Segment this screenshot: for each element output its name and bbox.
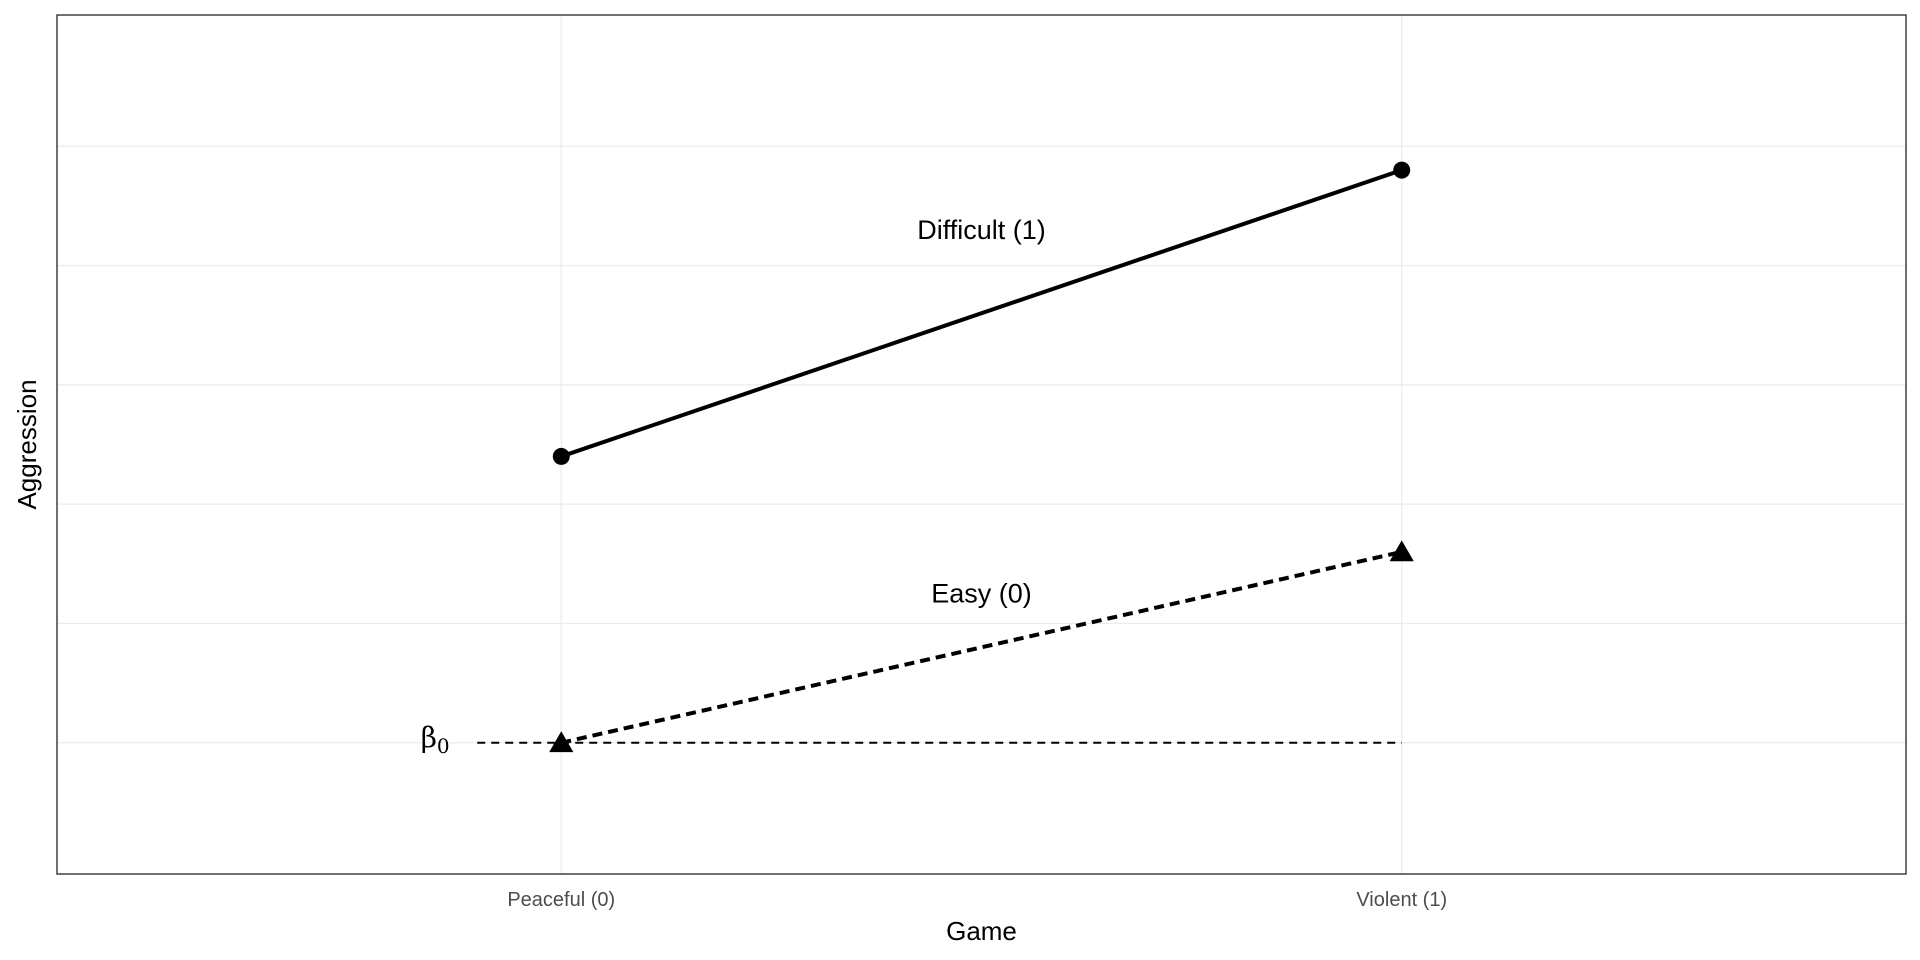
x-tick-label: Peaceful (0): [507, 889, 615, 911]
easy-point: [549, 731, 574, 753]
plot-panel-border: [56, 14, 1907, 875]
difficult-label: Difficult (1): [917, 215, 1046, 245]
beta0-annotation: β0: [421, 721, 450, 758]
easy-label: Easy (0): [931, 579, 1032, 609]
x-tick-labels: Peaceful (0) Violent (1): [507, 889, 1447, 911]
x-axis-title: Game: [946, 916, 1017, 946]
series-labels: β0 Difficult (1) Easy (0): [421, 215, 1046, 758]
difficult-series-line: [560, 168, 1403, 459]
data-series: [549, 161, 1414, 753]
difficult-point: [552, 447, 570, 465]
grid-lines: [57, 15, 1906, 874]
difficult-point: [1393, 161, 1411, 179]
easy-point: [1389, 540, 1414, 562]
x-tick-label: Violent (1): [1356, 889, 1447, 911]
y-axis-title: Aggression: [12, 379, 42, 509]
